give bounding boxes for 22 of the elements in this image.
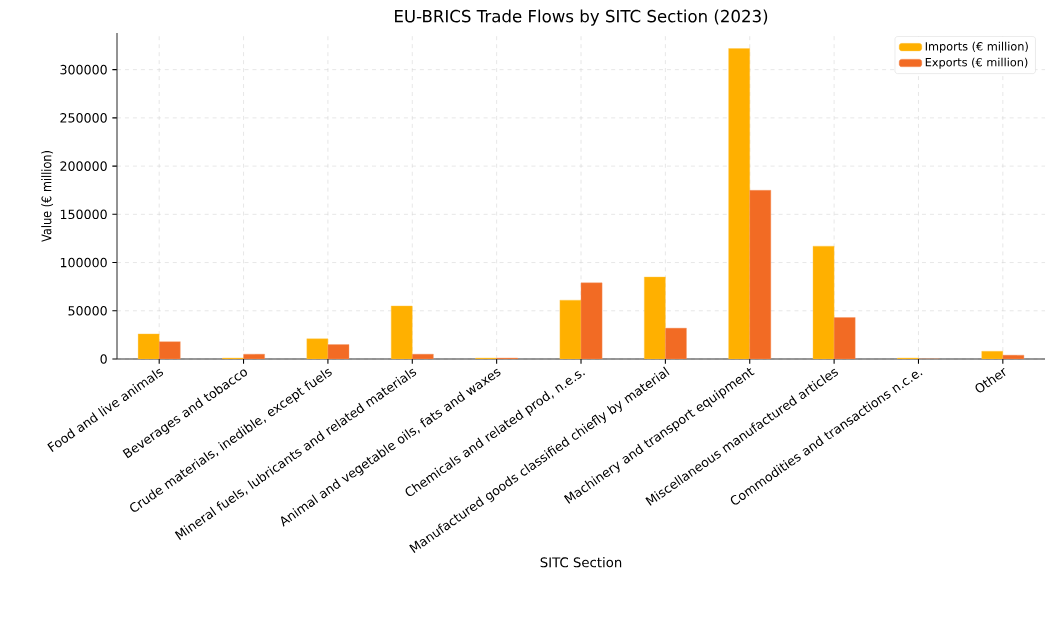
bar xyxy=(749,190,772,360)
chart-title: EU-BRICS Trade Flows by SITC Section (2023) xyxy=(395,9,768,26)
bar xyxy=(137,333,160,360)
y-tick-label: 50000 xyxy=(68,306,107,316)
bar xyxy=(644,276,666,360)
bar xyxy=(812,245,835,360)
legend-label: Imports (€ million) xyxy=(925,41,1028,53)
y-tick-label: 0 xyxy=(100,354,107,364)
x-axis-title: SITC Section xyxy=(540,557,622,568)
bar xyxy=(833,317,856,360)
bar xyxy=(390,305,413,360)
bar xyxy=(559,299,582,360)
y-axis-title: Value (€ million) xyxy=(41,151,54,242)
y-tick-label: 250000 xyxy=(60,113,107,123)
legend-label: Exports (€ million) xyxy=(925,57,1028,69)
y-tick-label: 300000 xyxy=(60,64,107,75)
bar xyxy=(981,351,1004,360)
y-tick-label: 200000 xyxy=(60,161,107,171)
bar xyxy=(728,48,750,360)
bar xyxy=(306,338,329,360)
y-tick-label: 150000 xyxy=(60,209,107,220)
y-tick-label: 100000 xyxy=(60,257,107,268)
